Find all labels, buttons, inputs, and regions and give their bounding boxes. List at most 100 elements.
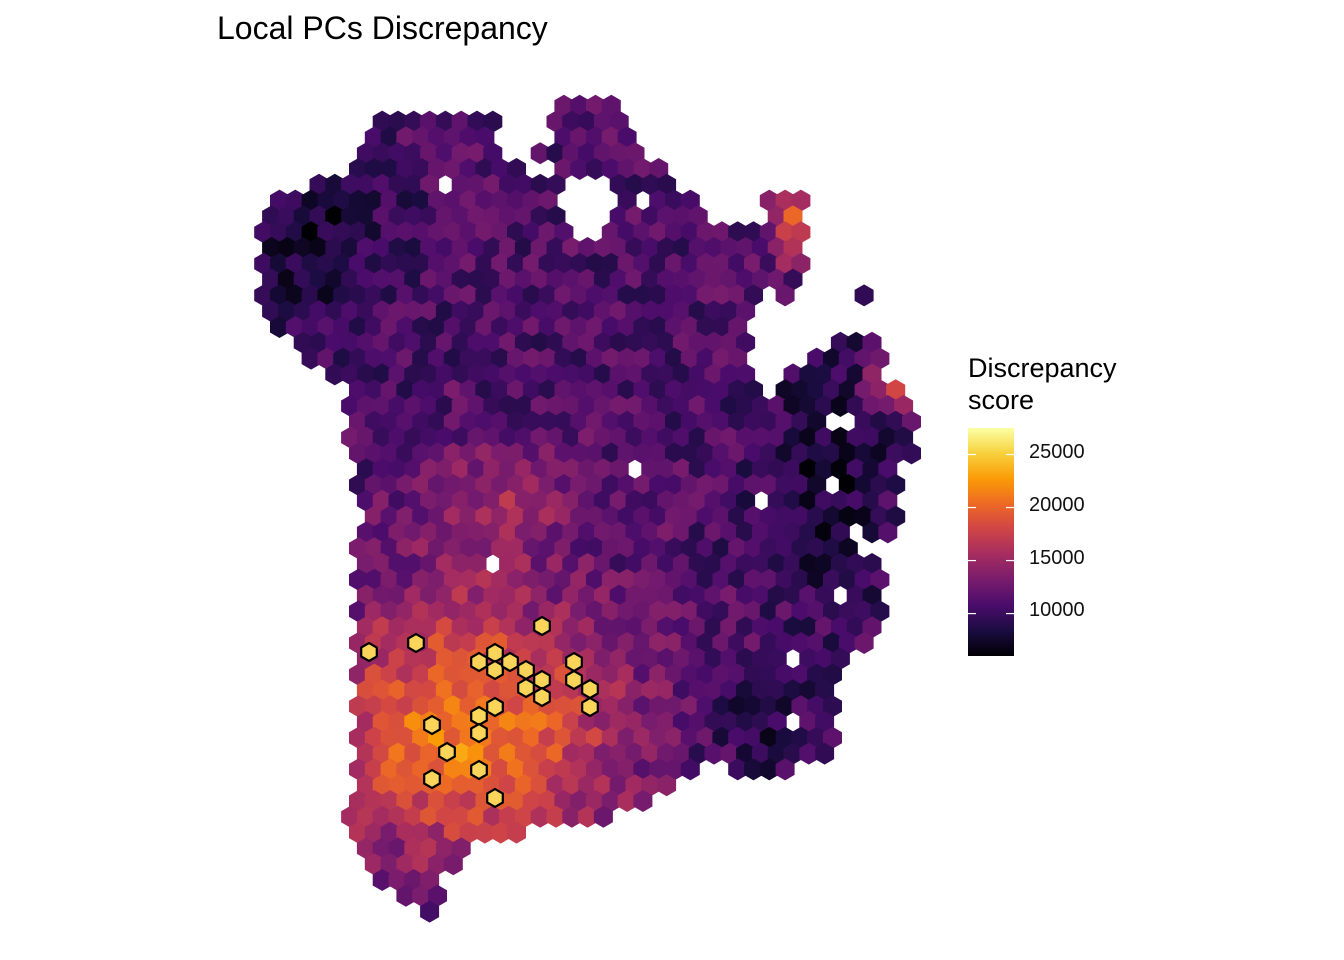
hex-spot <box>736 426 756 449</box>
hex-spot <box>775 568 795 591</box>
hex-spot <box>507 284 526 307</box>
hex-spot <box>514 331 534 354</box>
hex-spot <box>578 237 598 259</box>
hex-spot <box>704 237 724 259</box>
hex-spot <box>641 679 661 702</box>
hex-spot <box>514 553 534 575</box>
hex-spot <box>562 584 582 607</box>
hex-spot <box>744 252 763 275</box>
hex-spot <box>522 568 542 591</box>
hex-spot <box>894 426 914 449</box>
hex-spot <box>744 379 763 402</box>
hex-spot <box>720 521 740 544</box>
hex-spot <box>830 395 850 417</box>
hex-spot <box>704 426 724 449</box>
hex-spot <box>356 142 376 165</box>
hex-spot <box>688 205 708 228</box>
hex-spot <box>412 284 432 307</box>
hex-spot <box>388 647 408 670</box>
hex-spot <box>380 853 400 876</box>
hex-spot <box>744 568 763 591</box>
legend-title-line1: Discrepancy <box>968 353 1117 383</box>
hex-spot <box>736 458 756 481</box>
hex-spot <box>530 300 550 323</box>
hex-spot <box>451 268 471 291</box>
hex-spot <box>712 600 732 623</box>
hex-spot <box>546 584 566 607</box>
hex-spot <box>435 616 455 639</box>
hex-spot <box>333 347 353 370</box>
hex-spot <box>254 221 274 244</box>
hex-spot <box>459 410 479 433</box>
hex-spot <box>396 600 416 623</box>
hex-spot <box>380 316 400 338</box>
hex-spot <box>767 647 787 670</box>
hex-spot <box>356 300 376 323</box>
hex-spot <box>641 616 661 639</box>
hex-spot <box>404 584 424 607</box>
hex-spot <box>815 584 835 607</box>
hex-spot <box>657 553 677 575</box>
hex-spot <box>380 568 400 591</box>
hex-spot <box>420 331 440 354</box>
hex-spot <box>617 442 637 465</box>
hex-spot <box>546 205 566 228</box>
hex-spot <box>665 316 684 338</box>
hex-spot <box>696 474 716 496</box>
hex-spot <box>309 205 329 228</box>
hex-spot <box>530 711 550 733</box>
hex-spot <box>665 221 684 244</box>
hex-spot <box>728 316 748 338</box>
hex-spot <box>285 284 305 307</box>
hex-spot <box>578 363 598 386</box>
hex-spot <box>854 600 874 623</box>
hex-spot <box>696 316 716 338</box>
hex-spot <box>696 252 716 275</box>
hex-spot <box>696 695 716 718</box>
hex-spot <box>467 331 487 354</box>
hex-spot <box>696 663 716 686</box>
hex-spot <box>514 300 534 323</box>
hex-spot <box>617 663 637 686</box>
hex-spot <box>586 347 605 370</box>
hex-spot <box>751 395 771 417</box>
hex-spot <box>775 663 795 686</box>
hex-spot <box>767 679 787 702</box>
hex-spot <box>562 616 582 639</box>
hex-spot <box>451 647 471 670</box>
hex-spot <box>483 742 503 765</box>
hex-spot <box>672 553 692 575</box>
hex-spot <box>799 426 819 449</box>
hex-spot <box>593 331 613 354</box>
hex-spot <box>404 553 424 575</box>
hex-spot <box>459 568 479 591</box>
hex-spot <box>570 347 590 370</box>
hex-spot <box>570 790 590 812</box>
hex-spot <box>538 726 558 749</box>
hex-spot <box>372 616 392 639</box>
hex-spot <box>759 663 779 686</box>
hex-spot <box>475 158 495 180</box>
hex-spot <box>459 600 479 623</box>
colorbar <box>968 428 1014 656</box>
hex-spot <box>522 379 542 402</box>
hex-spot <box>775 505 795 528</box>
hex-spot <box>507 537 526 560</box>
hex-spot <box>293 268 313 291</box>
hex-spot <box>657 521 677 544</box>
hex-spot <box>680 726 700 749</box>
hex-spot <box>791 632 811 654</box>
hex-spot <box>301 284 321 307</box>
hex-spot <box>467 584 487 607</box>
hex-spot <box>285 252 305 275</box>
hex-spot <box>641 742 661 765</box>
hex-spot <box>356 268 376 291</box>
hex-spot <box>562 805 582 828</box>
hex-spot <box>459 474 479 496</box>
hex-spot <box>578 110 598 133</box>
hex-spot <box>641 363 661 386</box>
hex-spot <box>317 284 337 307</box>
hex-spot <box>593 237 613 259</box>
hex-spot <box>372 363 392 386</box>
hex-spot <box>680 474 700 496</box>
